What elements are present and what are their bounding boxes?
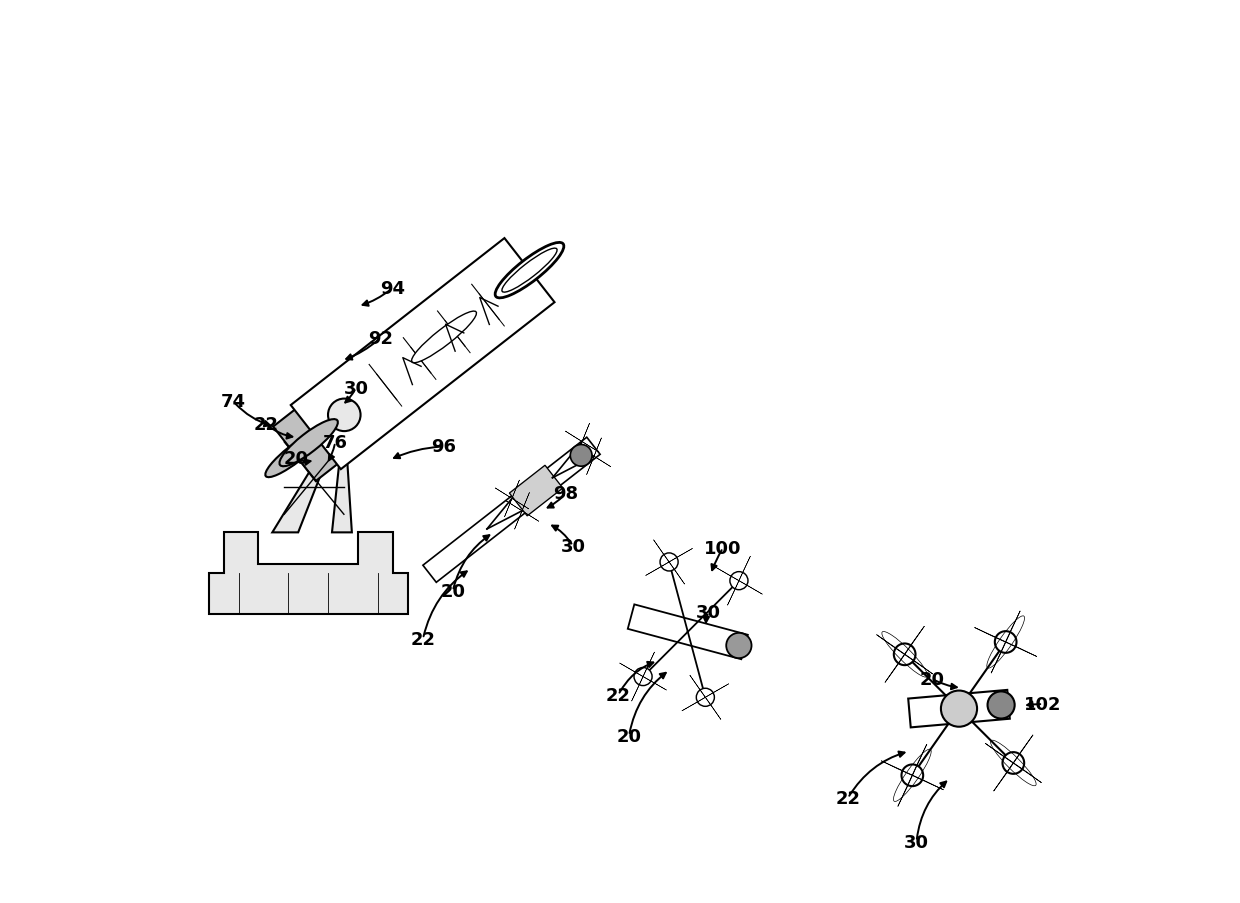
Polygon shape xyxy=(208,533,408,614)
Polygon shape xyxy=(715,567,763,594)
Circle shape xyxy=(329,399,361,432)
Circle shape xyxy=(994,631,1017,653)
Circle shape xyxy=(987,692,1014,719)
Text: 30: 30 xyxy=(904,833,929,851)
Text: 100: 100 xyxy=(704,539,742,557)
Text: 30: 30 xyxy=(696,603,722,621)
Text: 22: 22 xyxy=(836,789,861,807)
Text: 22: 22 xyxy=(605,686,631,704)
Polygon shape xyxy=(505,500,539,522)
Ellipse shape xyxy=(279,420,337,467)
Polygon shape xyxy=(898,744,926,806)
Text: 30: 30 xyxy=(560,537,585,555)
Circle shape xyxy=(660,554,678,572)
Polygon shape xyxy=(273,360,402,481)
Text: 76: 76 xyxy=(322,433,347,452)
Text: 96: 96 xyxy=(432,438,456,456)
Ellipse shape xyxy=(412,312,476,363)
Polygon shape xyxy=(423,438,600,582)
Polygon shape xyxy=(682,684,729,711)
Polygon shape xyxy=(510,466,563,517)
Text: 102: 102 xyxy=(1024,695,1061,713)
Polygon shape xyxy=(495,489,528,509)
Polygon shape xyxy=(565,432,599,452)
Circle shape xyxy=(901,765,924,787)
Polygon shape xyxy=(993,735,1033,791)
Text: 74: 74 xyxy=(221,393,246,411)
Polygon shape xyxy=(885,627,924,683)
Polygon shape xyxy=(882,761,944,790)
Polygon shape xyxy=(877,635,932,675)
Polygon shape xyxy=(505,480,520,517)
Text: 20: 20 xyxy=(440,582,465,600)
Text: 30: 30 xyxy=(343,379,368,397)
Polygon shape xyxy=(689,675,720,720)
Circle shape xyxy=(894,644,915,666)
Text: 94: 94 xyxy=(379,280,404,298)
Polygon shape xyxy=(728,556,750,606)
Polygon shape xyxy=(587,438,601,475)
Polygon shape xyxy=(627,605,748,659)
Polygon shape xyxy=(986,743,1042,783)
Circle shape xyxy=(570,445,591,467)
Polygon shape xyxy=(574,424,589,461)
Circle shape xyxy=(1002,752,1024,774)
Polygon shape xyxy=(908,690,1009,728)
Polygon shape xyxy=(653,540,684,584)
Polygon shape xyxy=(620,663,667,690)
Polygon shape xyxy=(290,238,554,470)
Circle shape xyxy=(727,633,751,658)
Circle shape xyxy=(697,688,714,706)
Text: 98: 98 xyxy=(553,485,578,503)
Ellipse shape xyxy=(265,431,324,478)
Circle shape xyxy=(941,691,977,727)
Polygon shape xyxy=(577,446,611,467)
Text: 92: 92 xyxy=(368,330,393,348)
Text: 22: 22 xyxy=(253,415,278,433)
Polygon shape xyxy=(631,652,655,702)
Text: 20: 20 xyxy=(284,450,309,468)
Ellipse shape xyxy=(495,243,564,299)
Ellipse shape xyxy=(502,249,557,293)
Circle shape xyxy=(634,667,652,685)
Polygon shape xyxy=(991,611,1021,674)
Text: 20: 20 xyxy=(616,727,641,745)
Text: 20: 20 xyxy=(919,670,945,688)
Text: 22: 22 xyxy=(410,630,435,648)
Polygon shape xyxy=(273,415,345,533)
Polygon shape xyxy=(332,415,352,533)
Polygon shape xyxy=(515,493,529,530)
Circle shape xyxy=(730,572,748,590)
Polygon shape xyxy=(975,628,1037,656)
Polygon shape xyxy=(646,549,693,576)
